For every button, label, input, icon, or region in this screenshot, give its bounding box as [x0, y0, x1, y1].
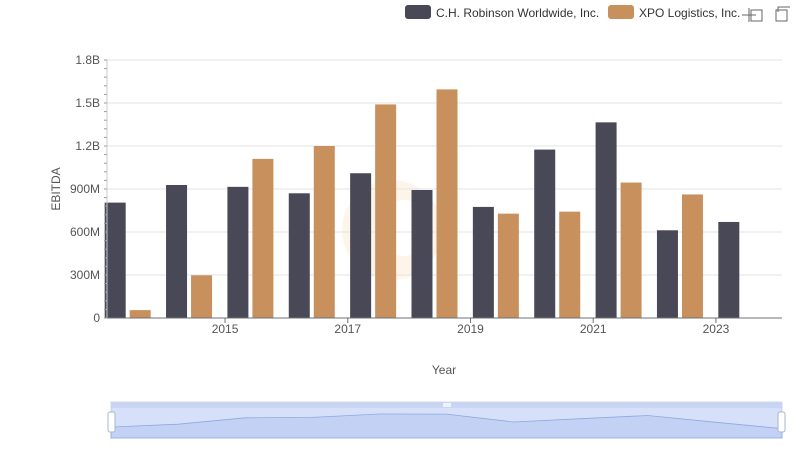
- y-tick-label: 1.8B: [75, 53, 100, 67]
- bars: [104, 89, 740, 318]
- x-tick-label: 2023: [703, 322, 730, 336]
- y-tick-label: 1.2B: [75, 139, 100, 153]
- x-axis-title: Year: [432, 363, 456, 377]
- slider-handle-left[interactable]: [107, 411, 116, 433]
- y-tick-label: 900M: [70, 182, 100, 196]
- x-tick-label: 2021: [580, 322, 607, 336]
- bar-ch-robinson-2021: [534, 149, 556, 318]
- zoom-icon[interactable]: [742, 8, 763, 22]
- bar-ch-robinson-2022: [595, 122, 617, 318]
- bar-ch-robinson-2016: [227, 186, 249, 318]
- bar-ch-robinson-2019: [411, 190, 433, 318]
- bar-ch-robinson-2014: [104, 202, 126, 318]
- legend-item-xpo[interactable]: XPO Logistics, Inc.: [608, 5, 740, 20]
- y-tick-label: 300M: [70, 268, 100, 282]
- legend-label-ch-robinson: C.H. Robinson Worldwide, Inc.: [436, 6, 599, 20]
- legend-swatch-xpo: [608, 5, 634, 19]
- bar-xpo-2023: [681, 194, 703, 318]
- x-tick-label: 2015: [212, 322, 239, 336]
- restore-icon[interactable]: [775, 6, 790, 22]
- bar-ch-robinson-2018: [350, 173, 372, 318]
- y-tick-label: 600M: [70, 225, 100, 239]
- slider-move-handle[interactable]: [443, 403, 451, 407]
- bar-ch-robinson-2017: [288, 193, 310, 318]
- bar-xpo-2019: [436, 89, 458, 318]
- x-axis: 2015 2017 2019 2021 2023: [107, 317, 782, 336]
- bar-ch-robinson-2024: [718, 221, 740, 318]
- slider-handle-right[interactable]: [777, 411, 786, 433]
- legend-label-xpo: XPO Logistics, Inc.: [639, 6, 740, 20]
- bar-xpo-2022: [620, 182, 642, 318]
- bar-xpo-2018: [375, 104, 397, 318]
- bar-xpo-2020: [497, 213, 519, 318]
- legend: C.H. Robinson Worldwide, Inc. XPO Logist…: [405, 5, 740, 20]
- bar-xpo-2021: [559, 211, 581, 318]
- slider-preview-area: [110, 413, 783, 439]
- bar-xpo-2014: [129, 310, 151, 318]
- y-axis: 0 300M 600M 900M 1.2B 1.5B 1.8B: [70, 53, 108, 325]
- bar-xpo-2017: [313, 146, 335, 318]
- bar-ch-robinson-2015: [166, 184, 188, 318]
- bar-xpo-2015: [191, 275, 213, 318]
- bar-ch-robinson-2023: [656, 230, 678, 318]
- x-tick-label: 2019: [457, 322, 484, 336]
- y-axis-title: EBITDA: [49, 167, 63, 210]
- legend-swatch-ch-robinson: [405, 5, 431, 19]
- x-tick-label: 2017: [334, 322, 361, 336]
- bar-xpo-2016: [252, 158, 274, 318]
- data-zoom-slider[interactable]: [107, 401, 786, 439]
- legend-item-ch-robinson[interactable]: C.H. Robinson Worldwide, Inc.: [405, 5, 599, 20]
- y-tick-label: 1.5B: [75, 96, 100, 110]
- y-tick-label: 0: [93, 311, 100, 325]
- bar-ch-robinson-2020: [472, 206, 494, 318]
